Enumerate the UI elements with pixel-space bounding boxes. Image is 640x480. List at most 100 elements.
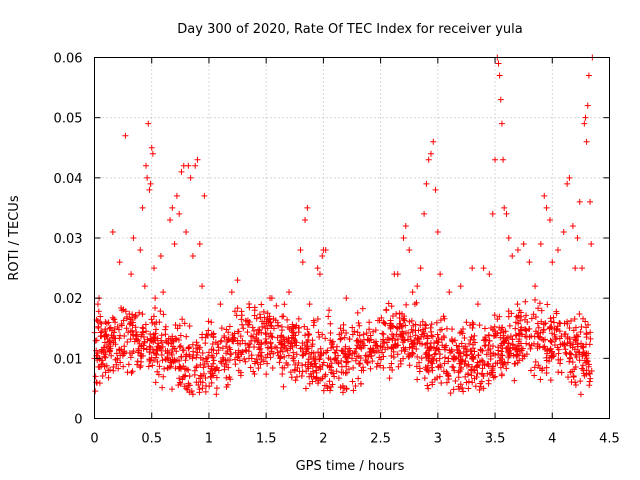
data-point-outlier (147, 180, 154, 187)
data-point (458, 340, 465, 347)
data-point (129, 368, 136, 375)
data-point (465, 370, 472, 377)
data-point (498, 372, 505, 379)
data-point (571, 346, 578, 353)
data-point (489, 365, 496, 372)
data-point (386, 375, 393, 382)
data-point (202, 388, 209, 395)
data-point (378, 314, 385, 321)
data-point (213, 350, 220, 357)
data-point (535, 362, 542, 369)
data-point (285, 352, 292, 359)
data-point-outlier (584, 102, 591, 109)
data-points (91, 54, 596, 398)
data-point (263, 338, 270, 345)
data-point (290, 357, 297, 364)
data-point-outlier (579, 265, 586, 272)
data-point-outlier (268, 295, 275, 302)
data-point (531, 372, 538, 379)
data-point (118, 346, 125, 353)
data-point (233, 312, 240, 319)
data-point (159, 357, 166, 364)
data-point (108, 332, 115, 339)
data-point (405, 351, 412, 358)
data-point (264, 310, 271, 317)
data-point (487, 356, 494, 363)
data-point (490, 326, 497, 333)
data-point (257, 314, 264, 321)
data-point (269, 364, 276, 371)
data-point (393, 342, 400, 349)
data-point (258, 301, 265, 308)
data-point (101, 363, 108, 370)
data-point (405, 354, 412, 361)
data-point (102, 327, 109, 334)
data-point (394, 336, 401, 343)
data-point (327, 330, 334, 337)
data-point (300, 351, 307, 358)
data-point-outlier (280, 313, 287, 320)
data-point (364, 336, 371, 343)
data-point (317, 366, 324, 373)
data-point (154, 343, 161, 350)
data-point (536, 300, 543, 307)
data-point (205, 318, 212, 325)
data-point (388, 360, 395, 367)
data-point (124, 369, 131, 376)
data-point (542, 320, 549, 327)
data-point (433, 357, 440, 364)
data-point (257, 345, 264, 352)
data-point (126, 349, 133, 356)
data-point (356, 332, 363, 339)
data-point (154, 335, 161, 342)
data-point (429, 360, 436, 367)
data-point (467, 336, 474, 343)
data-point-outlier (297, 247, 304, 254)
data-point (388, 344, 395, 351)
data-point (250, 368, 257, 375)
data-point (320, 387, 327, 394)
data-point (176, 375, 183, 382)
data-point (417, 322, 424, 329)
data-point (540, 329, 547, 336)
data-point (102, 318, 109, 325)
data-point (430, 340, 437, 347)
data-point (185, 382, 192, 389)
data-point (172, 321, 179, 328)
data-point-outlier (228, 289, 235, 296)
data-point (459, 330, 466, 337)
y-tick-label: 0.01 (54, 352, 83, 367)
data-point (148, 335, 155, 342)
data-point (213, 385, 220, 392)
data-point (150, 313, 157, 320)
data-point (183, 333, 190, 340)
data-point (339, 389, 346, 396)
data-point (283, 359, 290, 366)
data-point (437, 326, 444, 333)
data-point (118, 320, 125, 327)
data-point (570, 327, 577, 334)
data-point-outlier (319, 253, 326, 260)
data-point (273, 302, 280, 309)
data-point (406, 318, 413, 325)
data-point (540, 326, 547, 333)
data-point (265, 344, 272, 351)
data-point (388, 303, 395, 310)
data-point (225, 336, 232, 343)
data-point (409, 351, 416, 358)
data-point (270, 350, 277, 357)
data-point (459, 357, 466, 364)
data-point (157, 308, 164, 315)
data-point (130, 348, 137, 355)
data-point (120, 317, 127, 324)
data-point-outlier (572, 265, 579, 272)
data-point (403, 301, 410, 308)
data-point-outlier (457, 283, 464, 290)
data-point (136, 309, 143, 316)
data-point (497, 342, 504, 349)
data-point (355, 375, 362, 382)
data-point (526, 341, 533, 348)
data-point (479, 371, 486, 378)
data-point-outlier (107, 343, 114, 350)
data-point (522, 333, 529, 340)
